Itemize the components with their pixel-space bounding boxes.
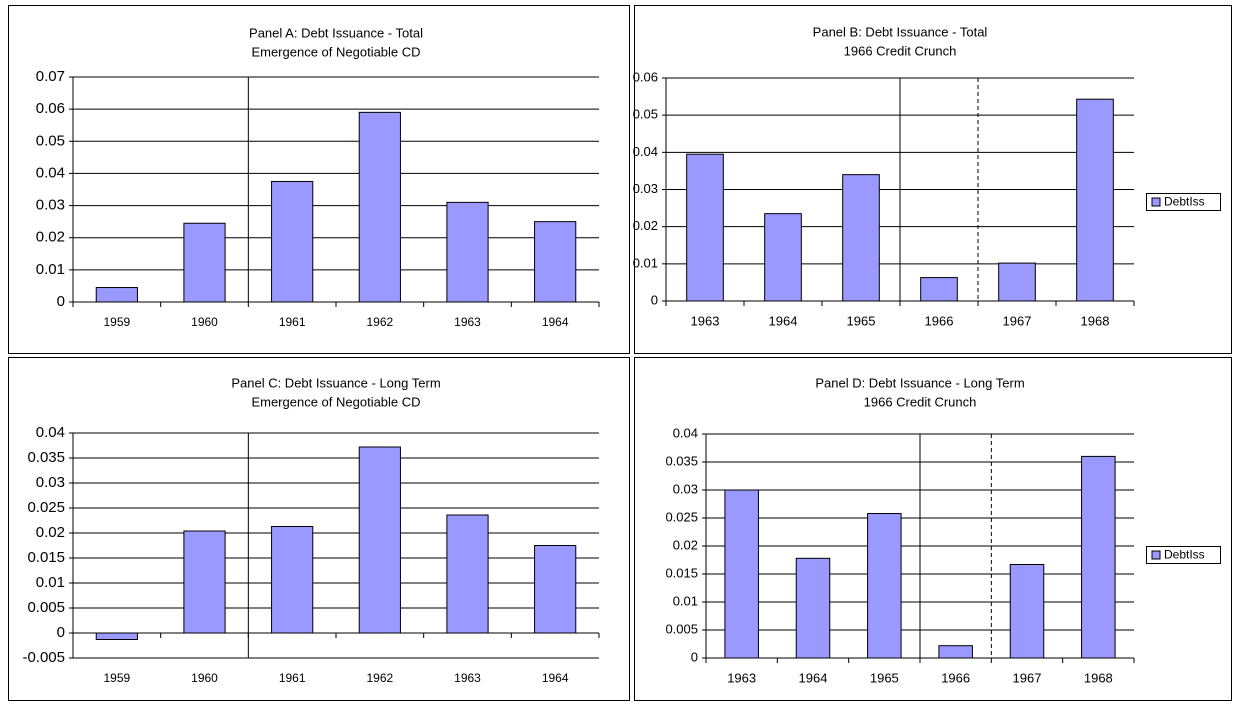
y-tick-label: 0.02 xyxy=(633,218,658,233)
y-tick-label: 0.025 xyxy=(27,499,65,516)
bar xyxy=(534,221,577,303)
bar xyxy=(764,213,802,302)
bar xyxy=(534,545,577,634)
x-tick-label: 1965 xyxy=(870,670,899,685)
y-tick-label: 0.015 xyxy=(27,549,65,566)
y-tick-label: 0.06 xyxy=(633,69,658,84)
y-tick-label: 0.005 xyxy=(665,621,698,636)
y-tick-label: 0.01 xyxy=(36,261,65,278)
y-tick-label: 0 xyxy=(57,624,65,641)
x-tick-label: 1965 xyxy=(847,313,876,328)
bar xyxy=(95,632,138,640)
x-tick-label: 1966 xyxy=(925,313,954,328)
chart-subtitle: 1966 Credit Crunch xyxy=(844,43,957,58)
x-tick-label: 1959 xyxy=(103,671,130,685)
bar xyxy=(271,180,314,303)
y-tick-label: 0.04 xyxy=(36,164,65,181)
bar xyxy=(920,277,958,302)
chart-subtitle: 1966 Credit Crunch xyxy=(864,394,977,409)
y-tick-label: 0.03 xyxy=(36,474,65,491)
x-tick-label: 1967 xyxy=(1013,670,1042,685)
bar xyxy=(1081,455,1116,659)
chart-subtitle: Emergence of Negotiable CD xyxy=(251,394,420,409)
y-tick-label: 0.035 xyxy=(665,453,698,468)
bar xyxy=(1076,98,1114,302)
x-tick-label: 1968 xyxy=(1084,670,1113,685)
chart-title: Panel B: Debt Issuance - Total xyxy=(813,24,988,39)
x-tick-label: 1964 xyxy=(542,671,569,685)
x-tick-label: 1963 xyxy=(454,671,481,685)
x-tick-label: 1964 xyxy=(769,313,798,328)
legend-swatch xyxy=(1151,197,1161,207)
bar xyxy=(842,174,880,302)
y-tick-label: 0.035 xyxy=(27,449,65,466)
x-tick-label: 1964 xyxy=(799,670,828,685)
y-tick-label: 0.04 xyxy=(673,425,698,440)
y-tick-label: 0.01 xyxy=(633,255,658,270)
y-tick-label: 0 xyxy=(651,292,658,307)
bar xyxy=(95,287,138,303)
y-tick-label: 0.03 xyxy=(633,181,658,196)
x-tick-label: 1962 xyxy=(366,671,393,685)
y-tick-label: 0.03 xyxy=(36,197,65,214)
y-tick-label: 0.03 xyxy=(673,481,698,496)
bar xyxy=(724,489,759,659)
x-tick-label: 1963 xyxy=(727,670,756,685)
y-tick-label: 0.025 xyxy=(665,509,698,524)
y-tick-label: 0.05 xyxy=(36,132,65,149)
y-tick-label: 0.04 xyxy=(633,144,658,159)
y-tick-label: 0.015 xyxy=(665,565,698,580)
y-tick-label: 0 xyxy=(57,293,65,310)
x-tick-label: 1963 xyxy=(454,315,481,329)
y-tick-label: -0.005 xyxy=(22,649,65,666)
bar xyxy=(795,557,831,659)
y-tick-label: 0.04 xyxy=(36,424,65,441)
chart-subtitle: Emergence of Negotiable CD xyxy=(251,44,420,59)
x-tick-label: 1961 xyxy=(279,315,306,329)
legend-label: DebtIss xyxy=(1164,548,1205,562)
legend-frame xyxy=(1146,546,1221,564)
bar xyxy=(358,446,401,634)
legend-swatch xyxy=(1151,550,1161,560)
x-tick-label: 1962 xyxy=(366,315,393,329)
legend-label: DebtIss xyxy=(1164,195,1205,209)
bar xyxy=(183,530,226,634)
x-tick-label: 1967 xyxy=(1003,313,1032,328)
chart-title: Panel C: Debt Issuance - Long Term xyxy=(231,375,440,390)
bar xyxy=(446,514,489,634)
bar xyxy=(446,201,489,303)
x-tick-label: 1968 xyxy=(1081,313,1110,328)
y-tick-label: 0.005 xyxy=(27,599,65,616)
bar xyxy=(271,526,314,634)
x-tick-label: 1961 xyxy=(279,671,306,685)
y-tick-label: 0.02 xyxy=(673,537,698,552)
bar xyxy=(938,645,973,659)
x-tick-label: 1966 xyxy=(941,670,970,685)
x-tick-label: 1963 xyxy=(691,313,720,328)
y-tick-label: 0.02 xyxy=(36,229,65,246)
x-tick-label: 1960 xyxy=(191,315,218,329)
panel-frame xyxy=(8,357,630,701)
chart-title: Panel D: Debt Issuance - Long Term xyxy=(815,375,1024,390)
bar xyxy=(183,222,226,303)
y-tick-label: 0.02 xyxy=(36,524,65,541)
bar xyxy=(686,153,724,302)
bar xyxy=(1009,563,1045,659)
y-tick-label: 0.06 xyxy=(36,100,65,117)
chart-title: Panel A: Debt Issuance - Total xyxy=(249,25,423,40)
bar xyxy=(867,513,902,659)
y-tick-label: 0.01 xyxy=(673,593,698,608)
y-tick-label: 0 xyxy=(691,649,698,664)
legend-frame xyxy=(1146,193,1221,211)
y-tick-label: 0.05 xyxy=(633,107,658,122)
y-tick-label: 0.01 xyxy=(36,574,65,591)
x-tick-label: 1959 xyxy=(103,315,130,329)
y-tick-label: 0.07 xyxy=(36,68,65,85)
bar xyxy=(358,111,401,303)
x-tick-label: 1964 xyxy=(542,315,569,329)
x-tick-label: 1960 xyxy=(191,671,218,685)
bar xyxy=(998,262,1036,302)
